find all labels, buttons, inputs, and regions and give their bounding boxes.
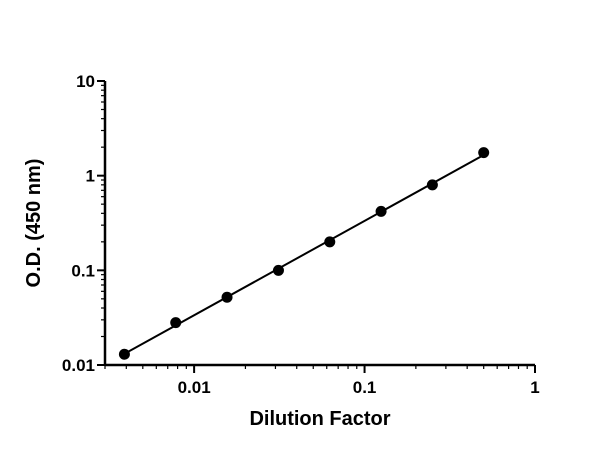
y-axis-title: O.D. (450 nm) (23, 159, 45, 288)
data-point (272, 264, 284, 276)
data-point (118, 348, 130, 360)
y-tick-label: 1 (86, 167, 95, 186)
x-axis-title: Dilution Factor (249, 408, 390, 430)
data-point (221, 291, 233, 303)
x-tick-label: 0.01 (178, 378, 211, 397)
data-point (375, 205, 387, 217)
x-tick-label: 1 (530, 378, 539, 397)
y-tick-label: 0.01 (62, 356, 95, 375)
fit-line-group (123, 154, 485, 355)
data-point (170, 317, 182, 329)
data-points (118, 147, 490, 360)
x-tick-label: 0.1 (353, 378, 377, 397)
y-tick-label: 10 (76, 72, 95, 91)
data-point (478, 147, 490, 159)
y-tick-label: 0.1 (71, 261, 95, 280)
fit-line (123, 154, 485, 355)
data-point (324, 236, 336, 248)
data-point (426, 179, 438, 191)
ticks: 0.01 0.1 1 10 0.01 0.1 1 (62, 72, 540, 397)
